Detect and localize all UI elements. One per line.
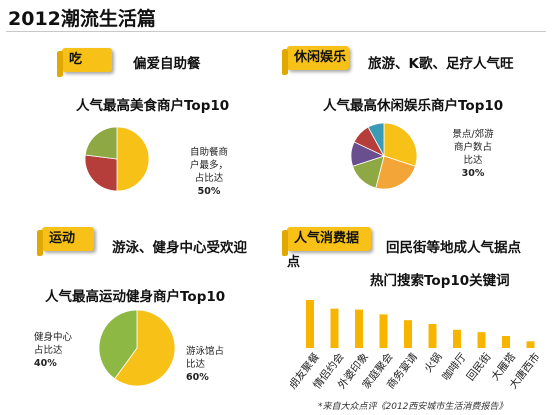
leisure-chart-title: 人气最高休闲娱乐商户Top10 <box>323 98 504 114</box>
bar-label-8: 回民街 <box>464 350 494 383</box>
leisure-pie-chart <box>350 122 418 190</box>
eat-annotation-line-3: 占比达 <box>194 173 224 184</box>
sport-right-annotation: 游泳馆占 比达 60% <box>186 345 244 384</box>
leisure-annotation-line-3: 比达 <box>463 155 483 166</box>
eat-pie-slice-3 <box>84 126 118 160</box>
eat-pie-chart <box>84 126 150 192</box>
sport-pie-slice-1 <box>114 309 176 387</box>
sport-left-annotation-line-2: 占比达 <box>34 345 63 356</box>
tag-sport: 运动 <box>37 227 94 257</box>
bar-4 <box>379 314 388 348</box>
eat-pie-slice-2 <box>84 154 118 192</box>
sport-left-annotation-pct: 40% <box>34 358 57 369</box>
bar-3 <box>355 309 363 348</box>
eat-annotation-pct: 50% <box>197 186 221 197</box>
eat-headline: 偏爱自助餐 <box>133 56 201 72</box>
bar-2 <box>330 308 339 348</box>
bar-label-7: 咖啡厅 <box>440 351 469 383</box>
bar-10 <box>526 341 535 348</box>
sport-pie-slice-2 <box>98 309 138 380</box>
sport-pie-chart <box>98 309 176 387</box>
eat-pie-slice-1 <box>116 126 150 192</box>
eat-chart-title: 人气最高美食商户Top10 <box>76 98 230 114</box>
leisure-annotation-line-1: 景点/郊游 <box>452 129 494 140</box>
source-footnote: *来自大众点评《2012西安城市生活消费报告》 <box>318 402 508 412</box>
bar-7 <box>453 329 461 348</box>
sport-right-annotation-line-1: 游泳馆占 <box>186 346 225 357</box>
leisure-annotation-line-2: 商户数占 <box>453 142 492 153</box>
leisure-pie-slice-1 <box>383 122 418 167</box>
spot-chart-title: 热门搜索Top10关键词 <box>370 273 510 289</box>
leisure-annotation-pct: 30% <box>461 168 485 179</box>
title-divider <box>6 31 546 32</box>
page-title: 2012潮流生活篇 <box>8 8 156 30</box>
sport-headline: 游泳、健身中心受欢迎 <box>112 240 247 256</box>
bar-8 <box>477 332 486 348</box>
tag-leisure: 休闲娱乐 <box>282 46 349 76</box>
sport-right-annotation-line-2: 比达 <box>186 359 206 370</box>
bar-9 <box>502 336 510 348</box>
eat-annotation-line-2: 户最多， <box>189 160 228 171</box>
leisure-annotation: 景点/郊游 商户数占 比达 30% <box>442 128 504 180</box>
leisure-pie-slice-6 <box>367 122 385 157</box>
sport-chart-title: 人气最高运动健身商户Top10 <box>45 289 226 305</box>
sport-left-annotation-line-1: 健身中心 <box>34 332 73 343</box>
bar-6 <box>428 324 437 348</box>
leisure-pie-slice-2 <box>375 155 416 190</box>
sport-right-annotation-pct: 60% <box>186 372 209 383</box>
bar-1 <box>306 300 314 348</box>
tag-spot: 人气消费据点 <box>282 227 371 270</box>
eat-annotation: 自助餐商 户最多， 占比达 50% <box>178 146 240 198</box>
bar-5 <box>404 320 412 348</box>
leisure-headline: 旅游、K歌、足疗人气旺 <box>368 56 514 72</box>
sport-left-annotation: 健身中心 占比达 40% <box>34 331 92 370</box>
spot-headline: 回民街等地成人气据点 <box>386 240 521 256</box>
eat-annotation-line-1: 自助餐商 <box>189 147 228 158</box>
tag-eat: 吃 <box>57 48 112 78</box>
bar-label-6: 火锅 <box>422 351 444 375</box>
